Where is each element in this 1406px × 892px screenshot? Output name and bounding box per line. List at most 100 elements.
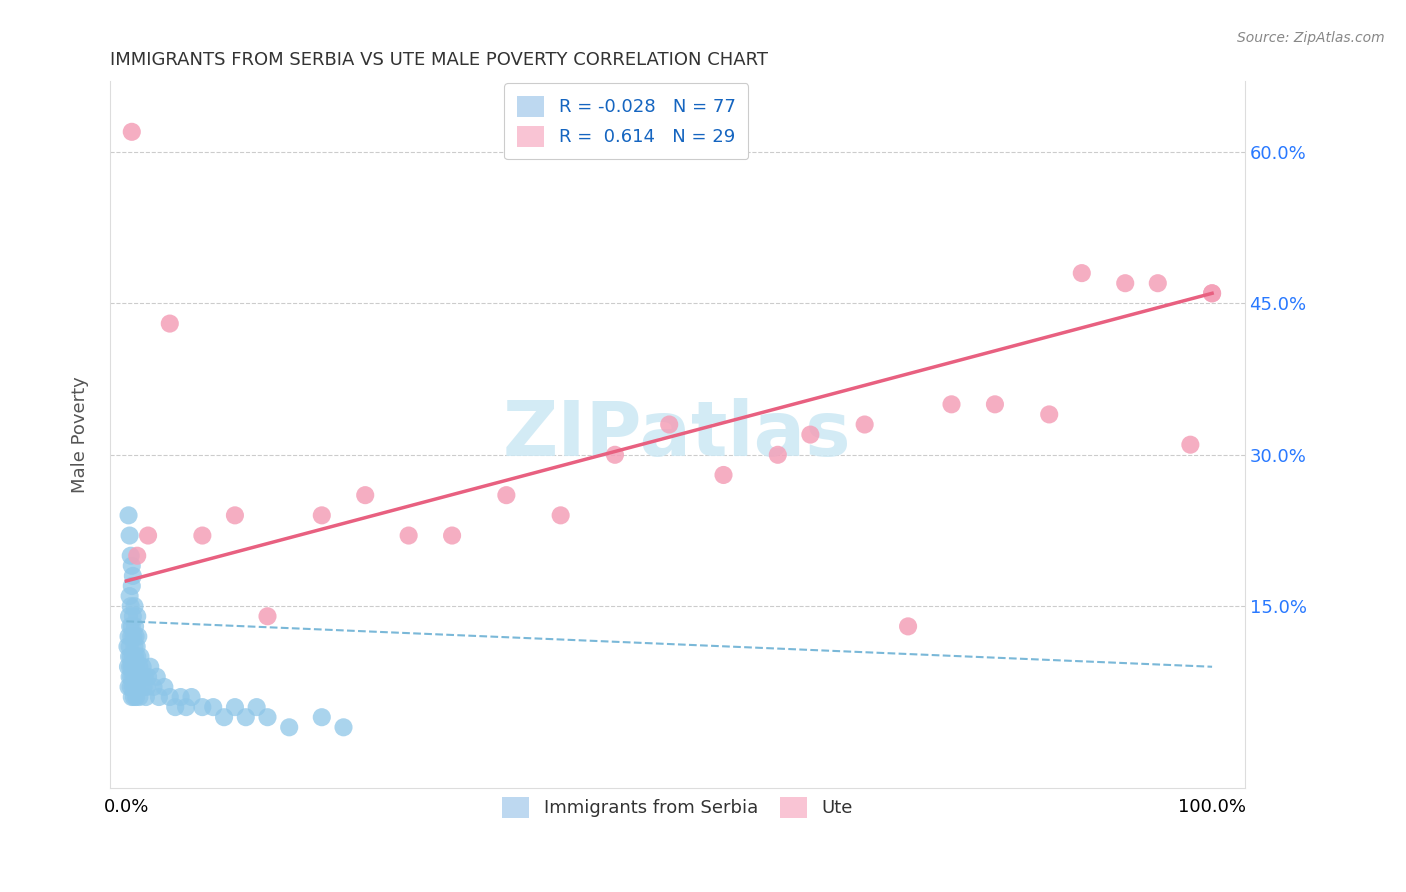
Point — [120, 670, 142, 684]
Point — [1201, 286, 1223, 301]
Point — [121, 125, 143, 139]
Point — [311, 710, 333, 724]
Point — [159, 690, 181, 704]
Point — [125, 659, 148, 673]
Point — [1146, 276, 1168, 290]
Point — [136, 528, 159, 542]
Point — [122, 649, 145, 664]
Point — [124, 599, 146, 614]
Point — [278, 720, 301, 734]
Point — [332, 720, 354, 734]
Point — [658, 417, 681, 432]
Point — [398, 528, 420, 542]
Point — [127, 680, 149, 694]
Point — [122, 569, 145, 583]
Point — [127, 630, 149, 644]
Point — [1038, 408, 1060, 422]
Point — [212, 710, 235, 724]
Point — [127, 649, 149, 664]
Point — [117, 630, 139, 644]
Point — [121, 619, 143, 633]
Point — [122, 630, 145, 644]
Point — [124, 649, 146, 664]
Point — [153, 680, 176, 694]
Text: IMMIGRANTS FROM SERBIA VS UTE MALE POVERTY CORRELATION CHART: IMMIGRANTS FROM SERBIA VS UTE MALE POVER… — [110, 51, 768, 69]
Point — [148, 690, 170, 704]
Point — [354, 488, 377, 502]
Point — [118, 589, 141, 603]
Point — [766, 448, 789, 462]
Legend: Immigrants from Serbia, Ute: Immigrants from Serbia, Ute — [495, 789, 859, 825]
Point — [202, 700, 225, 714]
Point — [165, 700, 187, 714]
Point — [120, 649, 142, 664]
Point — [191, 528, 214, 542]
Point — [122, 670, 145, 684]
Point — [120, 659, 142, 673]
Point — [169, 690, 191, 704]
Point — [256, 710, 278, 724]
Point — [136, 670, 159, 684]
Point — [117, 640, 139, 654]
Point — [124, 619, 146, 633]
Point — [1070, 266, 1092, 280]
Point — [603, 448, 626, 462]
Point — [128, 659, 150, 673]
Point — [174, 700, 197, 714]
Point — [235, 710, 257, 724]
Point — [120, 549, 142, 563]
Point — [941, 397, 963, 411]
Point — [120, 630, 142, 644]
Point — [117, 680, 139, 694]
Point — [145, 670, 167, 684]
Point — [139, 659, 162, 673]
Point — [246, 700, 269, 714]
Point — [135, 690, 157, 704]
Text: ZIPatlas: ZIPatlas — [503, 398, 852, 472]
Point — [124, 670, 146, 684]
Point — [224, 700, 246, 714]
Point — [131, 659, 153, 673]
Point — [134, 670, 156, 684]
Point — [142, 680, 165, 694]
Point — [853, 417, 876, 432]
Point — [191, 700, 214, 714]
Point — [121, 579, 143, 593]
Point — [117, 508, 139, 523]
Point — [441, 528, 464, 542]
Point — [124, 640, 146, 654]
Point — [1180, 438, 1202, 452]
Point — [799, 427, 821, 442]
Point — [125, 640, 148, 654]
Point — [118, 528, 141, 542]
Point — [124, 680, 146, 694]
Point — [159, 317, 181, 331]
Point — [122, 690, 145, 704]
Point — [180, 690, 202, 704]
Point — [121, 690, 143, 704]
Point — [1201, 286, 1223, 301]
Point — [120, 680, 142, 694]
Point — [124, 630, 146, 644]
Point — [131, 670, 153, 684]
Point — [118, 670, 141, 684]
Point — [897, 619, 920, 633]
Point — [122, 680, 145, 694]
Point — [256, 609, 278, 624]
Point — [122, 659, 145, 673]
Point — [128, 690, 150, 704]
Point — [125, 690, 148, 704]
Point — [117, 659, 139, 673]
Point — [127, 549, 149, 563]
Point — [224, 508, 246, 523]
Point — [121, 659, 143, 673]
Point — [118, 609, 141, 624]
Point — [127, 670, 149, 684]
Point — [127, 609, 149, 624]
Point — [122, 609, 145, 624]
Point — [118, 649, 141, 664]
Text: Source: ZipAtlas.com: Source: ZipAtlas.com — [1237, 31, 1385, 45]
Y-axis label: Male Poverty: Male Poverty — [72, 376, 89, 493]
Point — [118, 640, 141, 654]
Point — [136, 680, 159, 694]
